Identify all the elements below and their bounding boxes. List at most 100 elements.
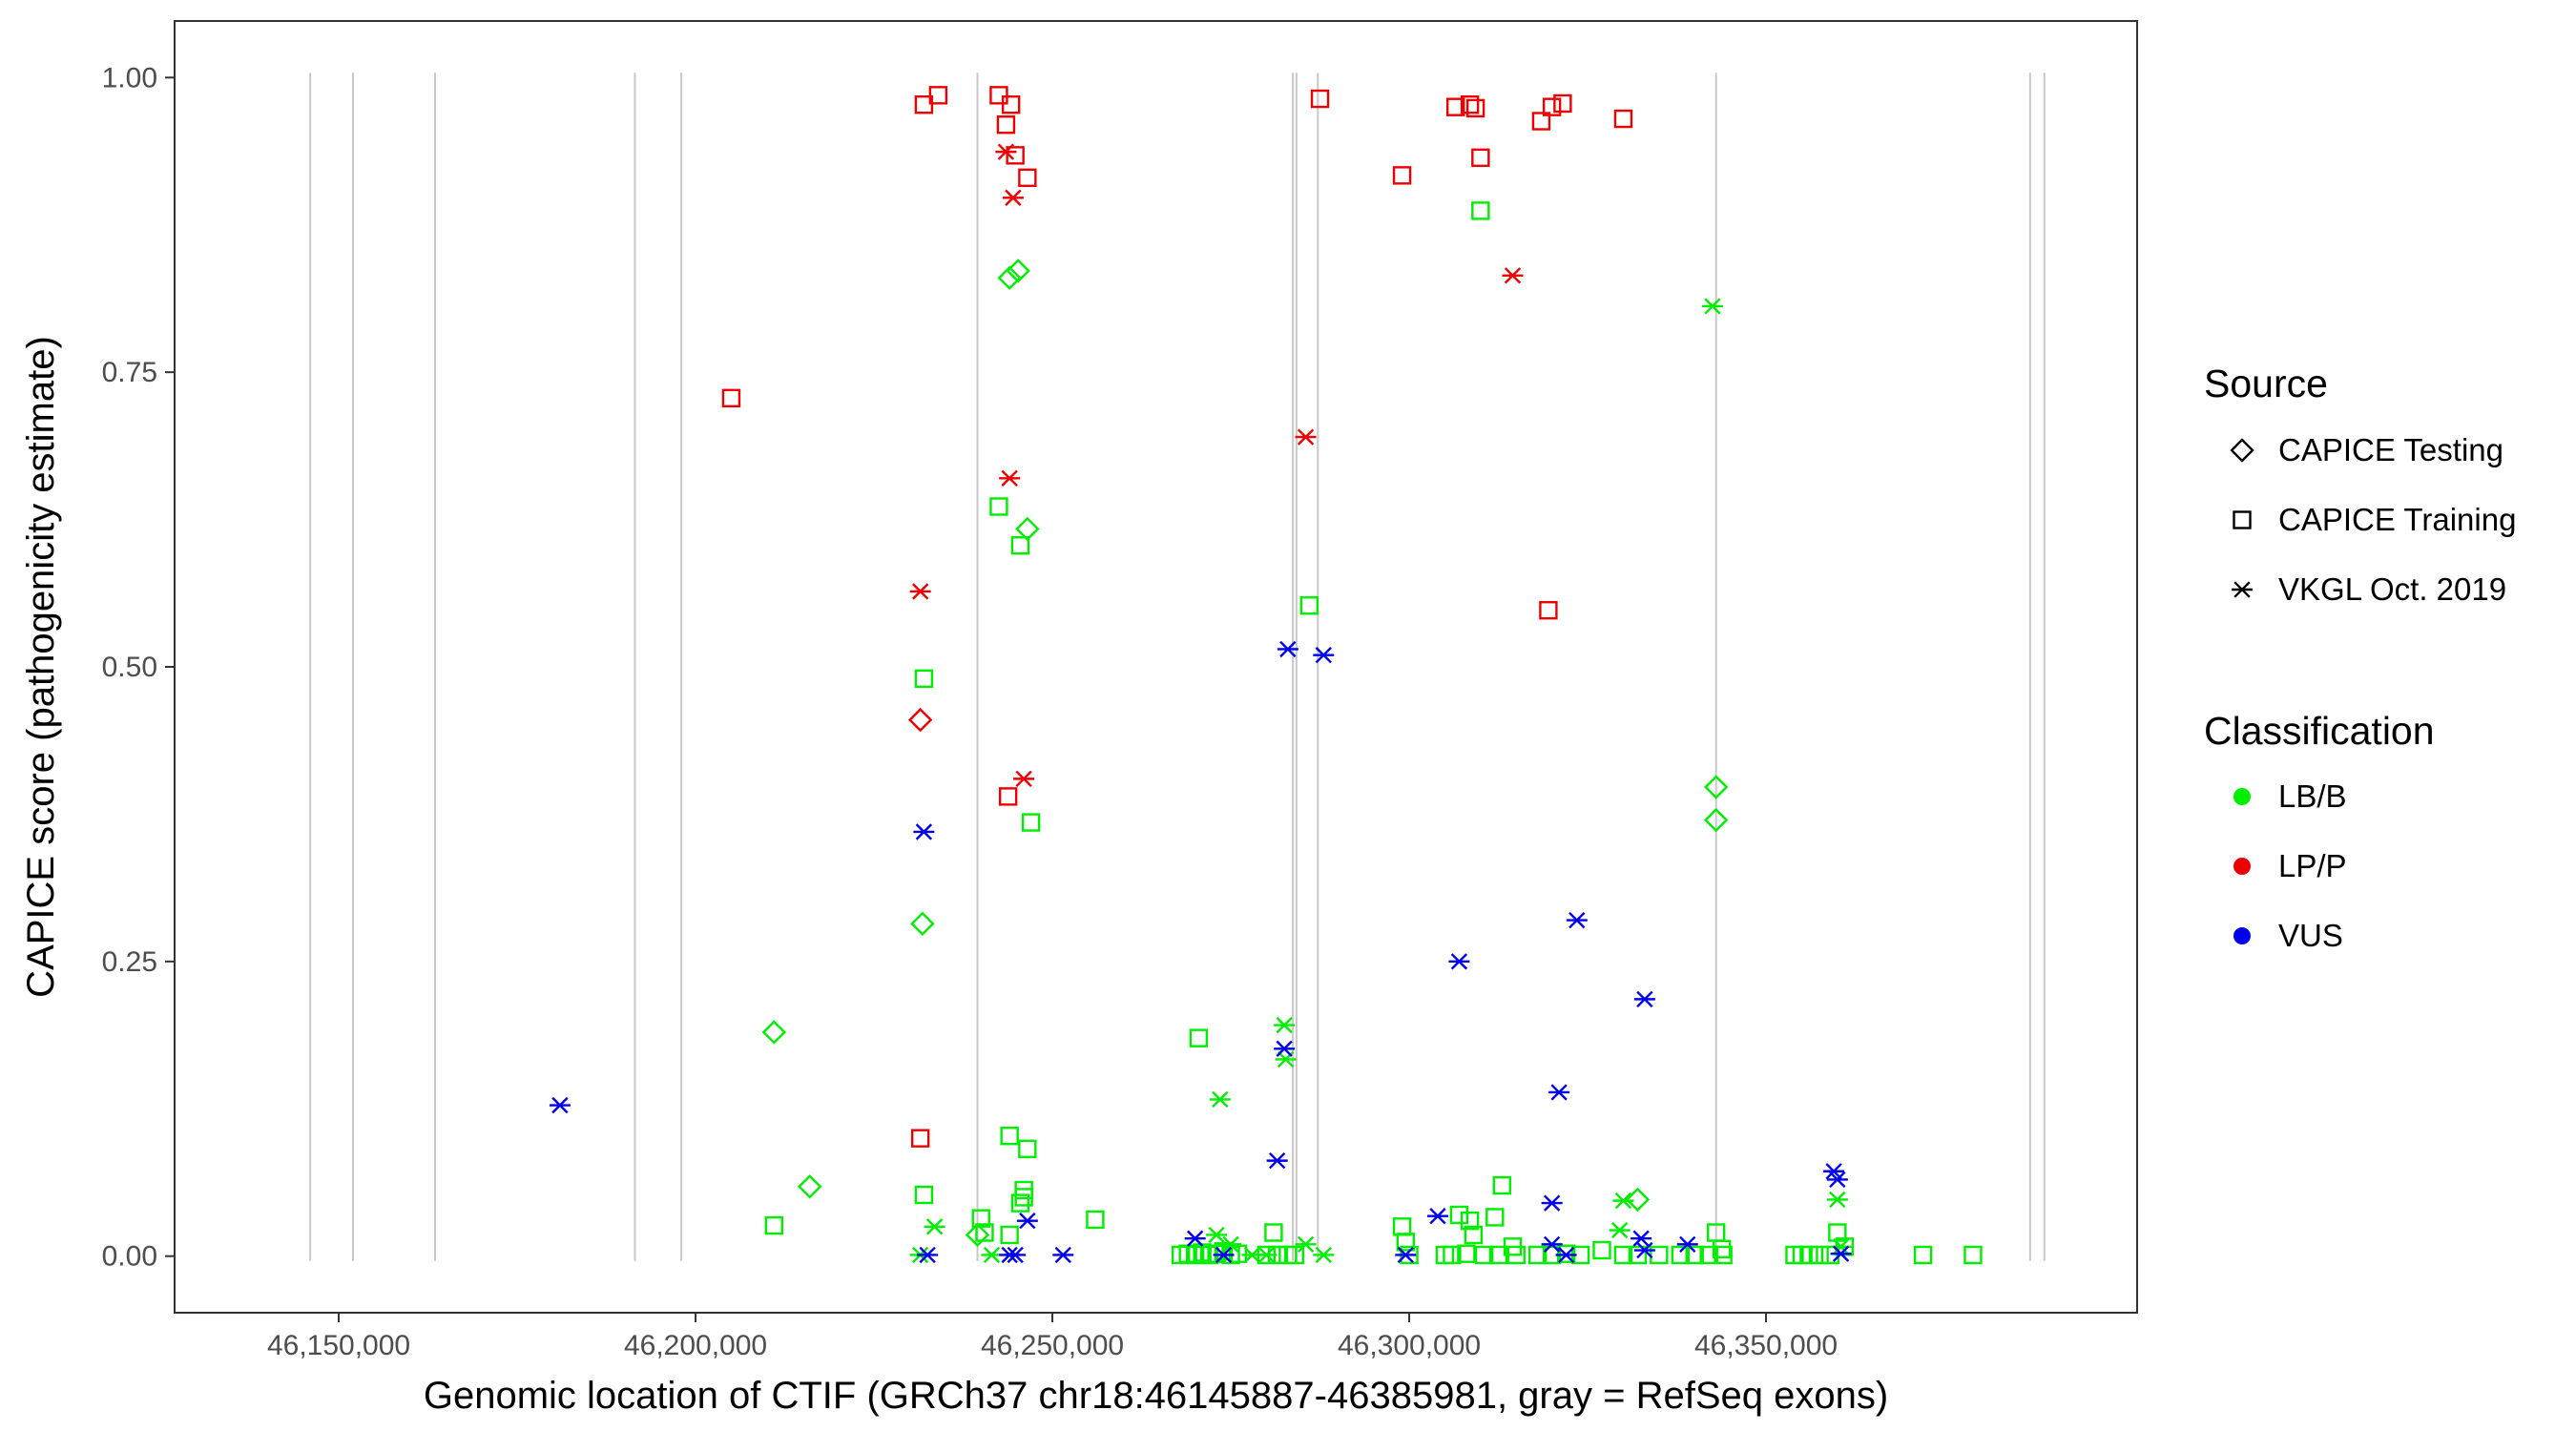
data-point (1086, 1210, 1105, 1230)
data-point (549, 1096, 571, 1114)
data-point (1266, 1151, 1288, 1170)
data-point (1443, 1245, 1462, 1265)
data-point (1220, 1235, 1242, 1253)
data-point (914, 95, 934, 114)
data-point (1556, 1244, 1576, 1263)
data-point (1613, 1245, 1633, 1265)
legend-class-label: LP/P (2278, 848, 2347, 883)
data-point (999, 469, 1021, 487)
data-point (1264, 1223, 1283, 1242)
data-point (1542, 97, 1562, 116)
data-point (1701, 298, 1723, 315)
data-point (1395, 1246, 1417, 1264)
data-point (1592, 1240, 1611, 1260)
data-point (1256, 1246, 1278, 1264)
data-point (1021, 813, 1041, 832)
y-tick-label: 0.50 (102, 652, 157, 683)
legend-source-label: VKGL Oct. 2019 (2278, 571, 2506, 607)
axes: 46,150,000 46,200,000 46,250,000 46,300,000… (102, 62, 1839, 1361)
y-tick-label: 0.75 (102, 357, 157, 388)
data-points (549, 86, 1983, 1265)
data-point (965, 1222, 990, 1248)
data-point (1206, 1226, 1228, 1244)
data-point (1633, 1241, 1655, 1259)
data-point (1010, 1193, 1030, 1213)
data-point (913, 823, 935, 840)
data-point (1295, 1235, 1317, 1253)
data-point (1810, 1245, 1829, 1265)
data-point (1426, 1208, 1448, 1225)
exon-lines (309, 73, 2046, 1261)
data-point (989, 497, 1008, 516)
data-point (1005, 1246, 1027, 1264)
legend: Source Classification CAPICE Testing CAPI… (2204, 362, 2516, 953)
legend-classification-title: Classification (2204, 709, 2435, 753)
legend-source-key (2233, 510, 2252, 529)
data-point (1018, 1139, 1037, 1158)
data-point (1274, 1016, 1296, 1034)
data-point (914, 669, 934, 689)
data-point (1703, 775, 1729, 799)
data-point (1213, 1246, 1235, 1264)
data-point (1506, 1245, 1526, 1265)
data-point (907, 707, 933, 733)
data-point (1613, 109, 1633, 129)
data-point (1548, 1084, 1570, 1101)
data-point (1448, 953, 1470, 970)
data-point (1555, 1246, 1577, 1264)
data-point (1671, 1245, 1690, 1265)
data-point (1963, 1245, 1983, 1265)
x-tick-label: 46,150,000 (267, 1330, 410, 1361)
data-point (1189, 1028, 1209, 1047)
data-point (1474, 1245, 1494, 1265)
data-point (1016, 1212, 1038, 1230)
data-point (1826, 1171, 1848, 1189)
data-point (1625, 1187, 1651, 1213)
y-tick-label: 0.25 (102, 946, 157, 978)
x-axis-title: Genomic location of CTIF (GRCh37 chr18:4… (424, 1375, 1888, 1417)
data-point (1609, 1221, 1631, 1239)
data-point (1209, 1090, 1231, 1109)
legend-class-label: VUS (2278, 918, 2343, 953)
data-point (1460, 95, 1480, 114)
data-point (1001, 95, 1021, 114)
data-point (1714, 1245, 1733, 1265)
data-point (1488, 1245, 1508, 1265)
data-point (1913, 1245, 1933, 1265)
data-point (1712, 1239, 1732, 1258)
data-point (1703, 807, 1729, 833)
legend-source-key (2232, 581, 2253, 598)
data-point (1295, 428, 1317, 446)
data-point (764, 1215, 784, 1235)
data-point (924, 1218, 945, 1235)
data-point (1464, 1225, 1484, 1245)
data-point (1299, 596, 1319, 615)
data-point (1699, 1245, 1718, 1265)
x-tick-label: 46,300,000 (1338, 1330, 1481, 1361)
data-point (1502, 267, 1524, 284)
data-point (1485, 1208, 1505, 1227)
legend-source-key (2230, 438, 2254, 463)
data-point (1006, 146, 1025, 165)
data-point (798, 1174, 822, 1199)
data-point (1471, 148, 1490, 168)
data-point (1457, 1244, 1476, 1263)
data-point (998, 787, 1018, 806)
data-point (1799, 1245, 1818, 1265)
y-tick-label: 1.00 (102, 62, 157, 93)
data-point (1018, 168, 1037, 188)
legend-source-label: CAPICE Testing (2278, 432, 2503, 467)
legend-class-key (2233, 858, 2251, 875)
data-point (1396, 1233, 1416, 1252)
data-point (1052, 1246, 1074, 1264)
data-point (1015, 516, 1040, 542)
data-point (1228, 1244, 1248, 1263)
data-point (721, 388, 741, 408)
data-point (910, 1129, 930, 1148)
data-point (1612, 1192, 1634, 1210)
data-point (910, 911, 935, 937)
y-axis-title: CAPICE score (pathogenicity estimate) (20, 336, 62, 998)
data-point (1676, 1235, 1698, 1253)
